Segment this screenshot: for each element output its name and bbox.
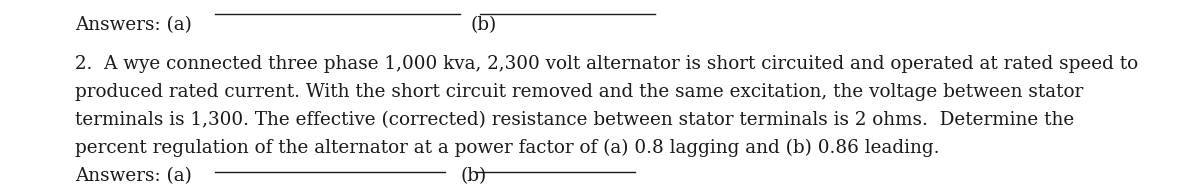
Text: 2.  A wye connected three phase 1,000 kva, 2,300 volt alternator is short circui: 2. A wye connected three phase 1,000 kva… — [74, 55, 1138, 73]
Text: percent regulation of the alternator at a power factor of (a) 0.8 lagging and (b: percent regulation of the alternator at … — [74, 139, 940, 157]
Text: terminals is 1,300. The effective (corrected) resistance between stator terminal: terminals is 1,300. The effective (corre… — [74, 111, 1074, 129]
Text: Answers: (a): Answers: (a) — [74, 16, 192, 34]
Text: (b): (b) — [460, 167, 486, 185]
Text: produced rated current. With the short circuit removed and the same excitation, : produced rated current. With the short c… — [74, 83, 1084, 101]
Text: (b): (b) — [470, 16, 497, 34]
Text: Answers: (a): Answers: (a) — [74, 167, 192, 185]
